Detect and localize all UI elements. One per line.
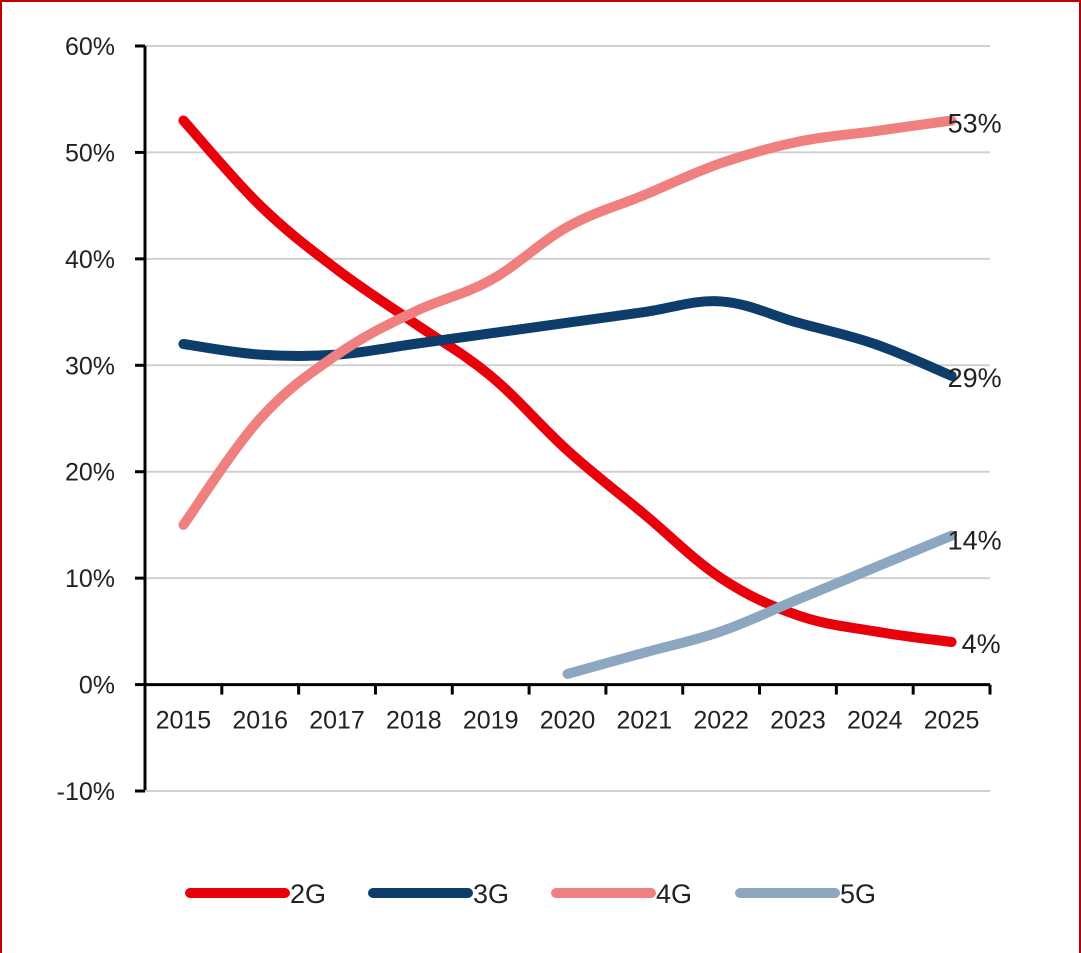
y-tick-label: 20% [65, 459, 115, 487]
x-axis-ticks: 2015 2016 2017 2018 2019 2020 2021 2022 2023 2024… [143, 684, 992, 735]
x-tick-label: 2016 [232, 707, 288, 735]
y-tick-label: 60% [65, 33, 115, 61]
legend-label-5g: 5G [840, 879, 876, 909]
gridlines [145, 45, 990, 580]
y-tick-label: 10% [65, 565, 115, 593]
x-tick-label: 2023 [770, 707, 826, 735]
y-tick-label: 40% [65, 246, 115, 274]
x-tick-label: 2024 [847, 707, 903, 735]
x-tick-label: 2018 [386, 707, 442, 735]
y-tick-label: 0% [79, 672, 115, 700]
legend-label-2g: 2G [290, 879, 326, 909]
series-line-5g [562, 530, 957, 679]
end-label-4g: 53% [948, 109, 1002, 139]
y-axis-ticks: -10% 0% 10% 20% 30% 40% 50% 60% [57, 33, 990, 806]
x-tick-label: 2025 [924, 707, 980, 735]
end-label-2g: 4% [962, 629, 1001, 659]
axes [143, 46, 990, 791]
x-tick-label: 2022 [693, 707, 749, 735]
y-tick-label: 30% [65, 352, 115, 380]
end-label-5g: 14% [948, 526, 1002, 556]
end-labels: 4% 29% 53% 14% [948, 109, 1002, 660]
legend: 2G 3G 4G 5G [185, 879, 876, 909]
legend-label-4g: 4G [656, 879, 692, 909]
x-tick-label: 2017 [309, 707, 365, 735]
end-label-3g: 29% [948, 363, 1002, 393]
series-line-4g [178, 115, 957, 530]
series-line-3g [178, 296, 957, 381]
x-tick-label: 2019 [463, 707, 519, 735]
x-tick-label: 2021 [617, 707, 673, 735]
y-tick-label: 50% [65, 139, 115, 167]
series-line-2g [178, 115, 957, 647]
x-tick-label: 2015 [156, 707, 212, 735]
y-tick-label: -10% [57, 778, 115, 806]
legend-label-3g: 3G [473, 879, 509, 909]
x-tick-label: 2020 [540, 707, 596, 735]
series-lines [178, 115, 957, 679]
